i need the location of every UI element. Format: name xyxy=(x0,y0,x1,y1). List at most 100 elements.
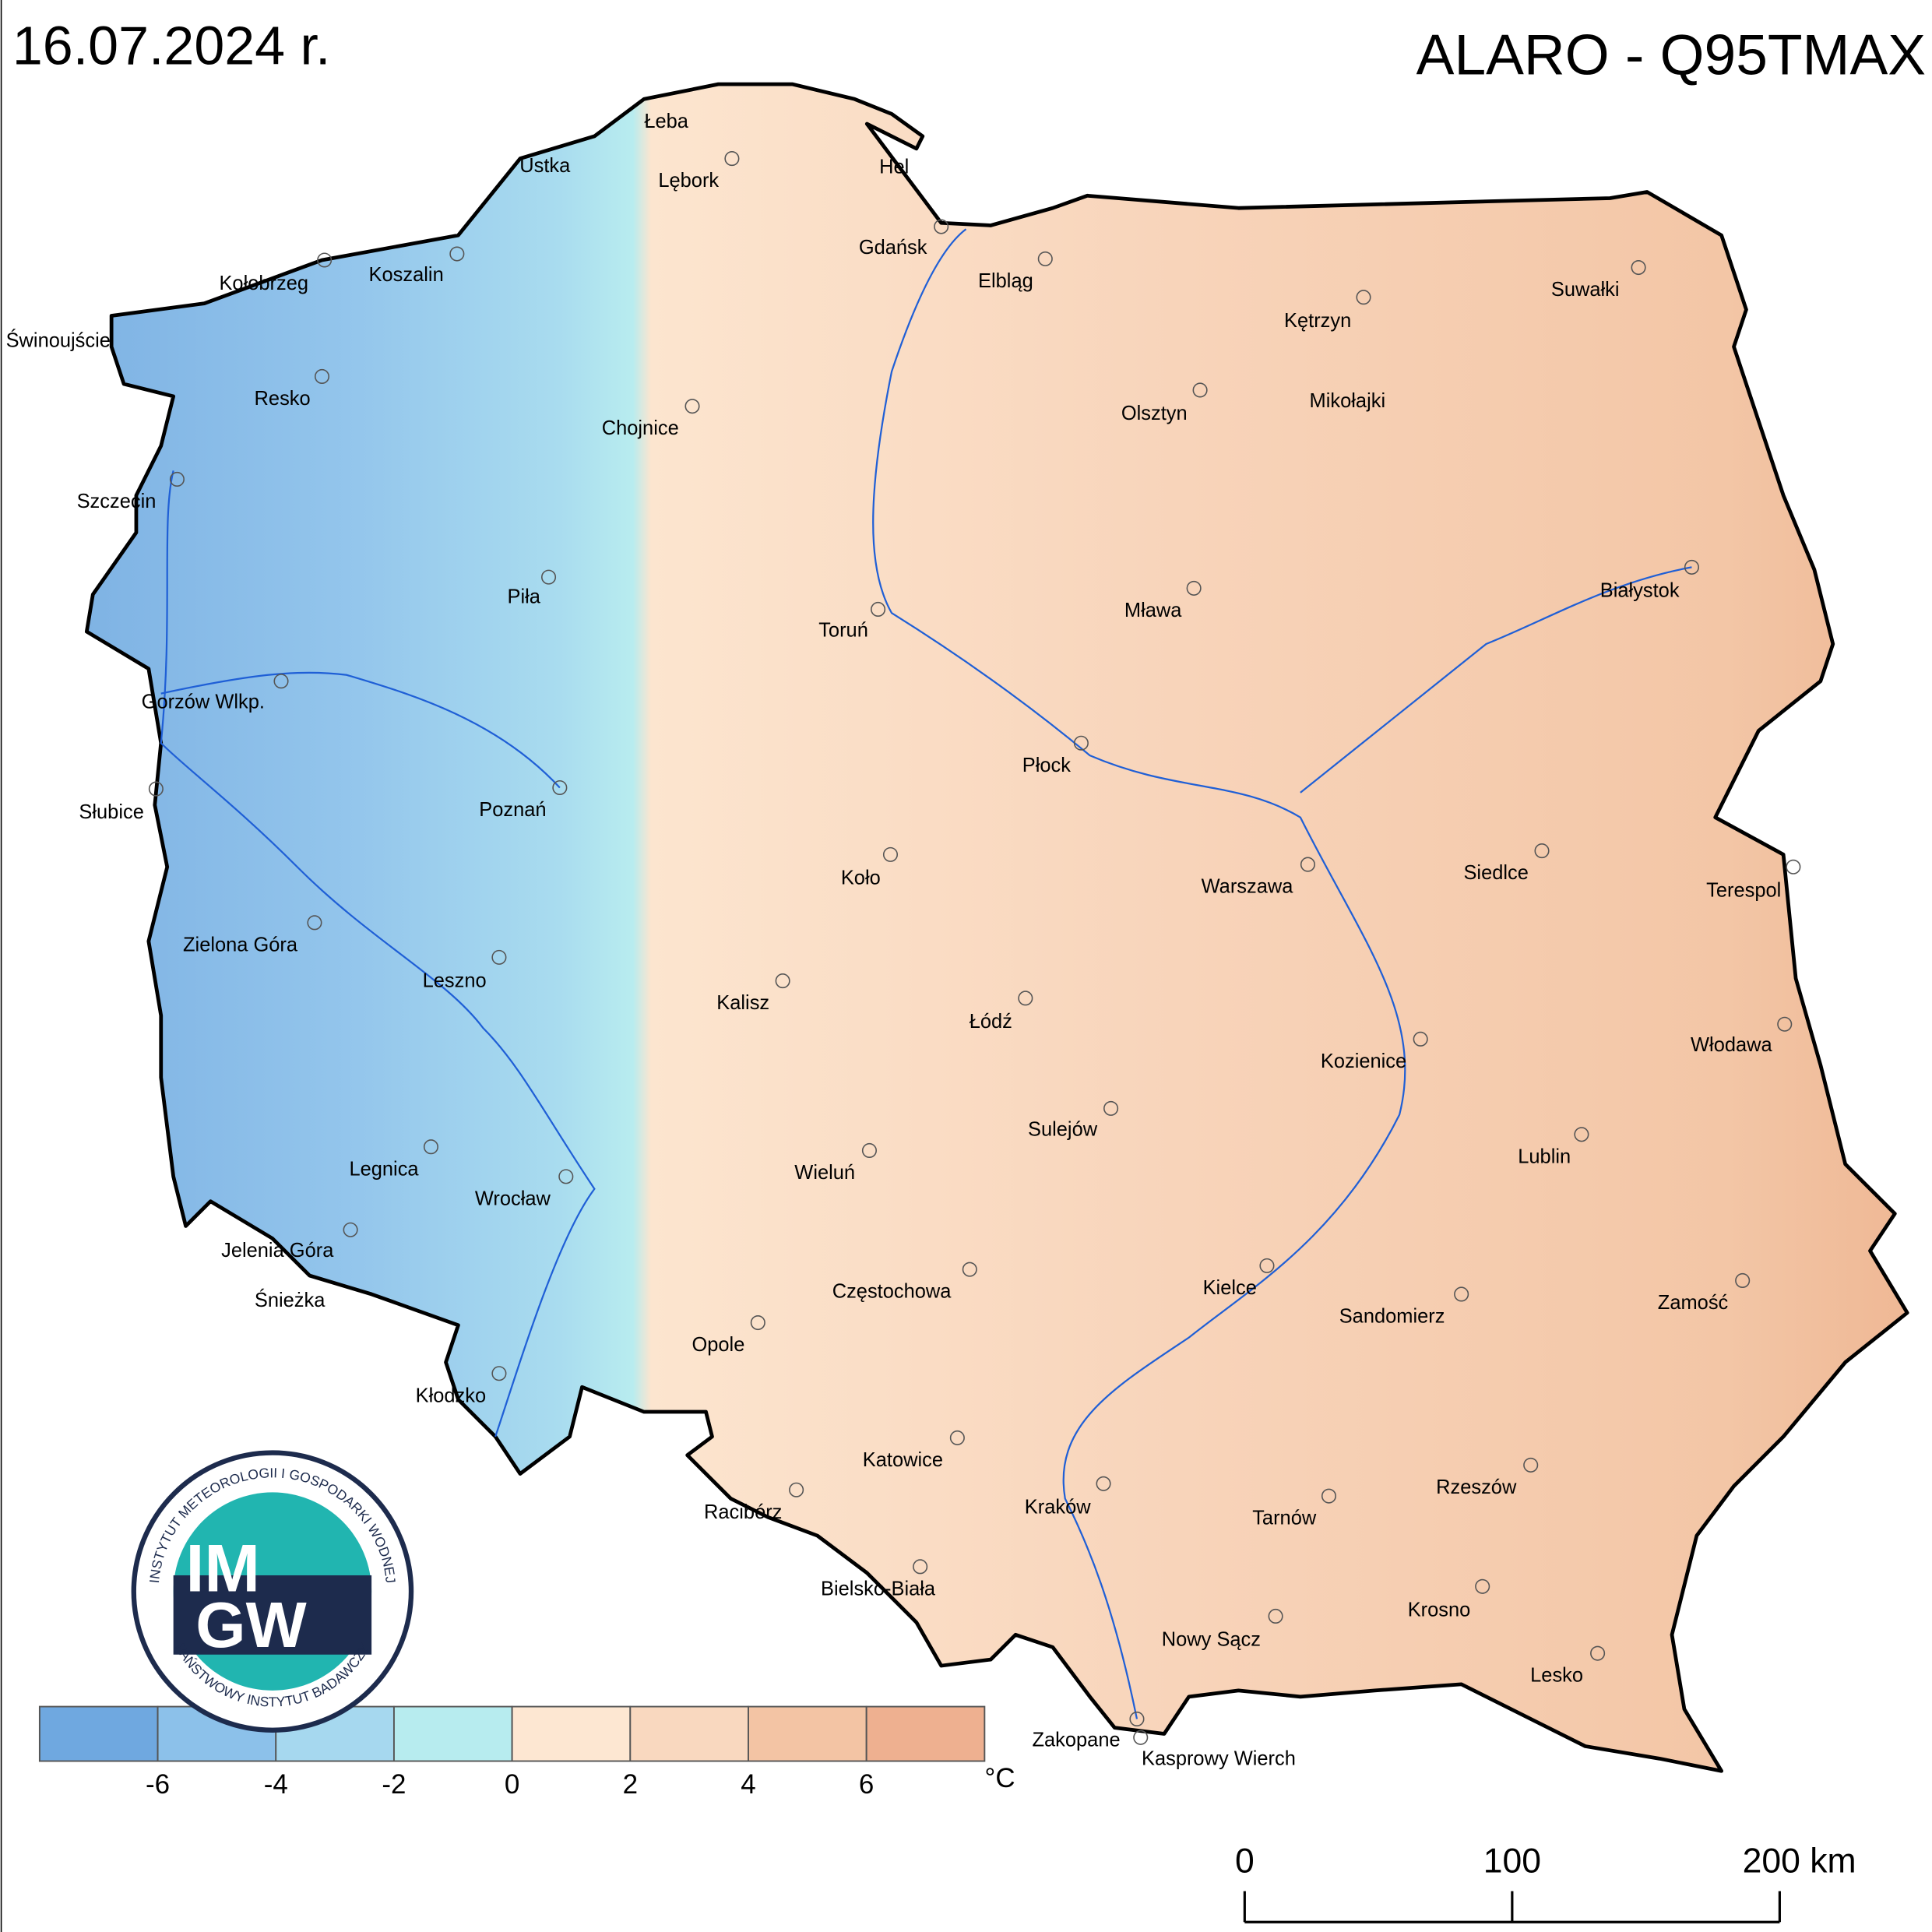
city-label: Bielsko-Biała xyxy=(821,1578,936,1599)
city-marker xyxy=(1413,1031,1428,1047)
city-label: Toruń xyxy=(818,619,868,641)
scale-bar-label: 200 km xyxy=(1743,1842,1856,1881)
scale-bar-label: 100 xyxy=(1483,1842,1541,1881)
city-marker xyxy=(962,1262,977,1277)
map-date: 16.07.2024 r. xyxy=(12,16,331,76)
city-marker xyxy=(775,973,790,989)
logo: IM GW INSTYTUT METEOROLOGII I GOSPODARKI… xyxy=(131,1450,414,1733)
city-marker xyxy=(169,471,185,487)
city-marker xyxy=(148,781,164,797)
city-label: Olsztyn xyxy=(1121,403,1188,424)
city-label: Siedlce xyxy=(1463,862,1528,884)
city-marker xyxy=(1735,1272,1751,1288)
city-label: Mikołajki xyxy=(1310,390,1386,412)
city-marker xyxy=(552,779,568,796)
city-label: Płock xyxy=(1022,755,1071,776)
city-label: Kołobrzeg xyxy=(219,273,308,294)
legend-unit: °C xyxy=(984,1763,1015,1793)
city-marker xyxy=(1777,1016,1793,1032)
city-label: Śnieżka xyxy=(255,1288,326,1311)
city-marker xyxy=(558,1169,574,1184)
city-label: Zielona Góra xyxy=(183,934,298,955)
city-marker xyxy=(1786,859,1801,875)
city-label: Hel xyxy=(879,157,909,178)
city-marker xyxy=(1192,382,1208,398)
legend-tick-label: 6 xyxy=(859,1769,874,1800)
city-label: Kalisz xyxy=(716,992,769,1014)
city-label: Kłodzko xyxy=(416,1385,487,1406)
legend-tick-label: 0 xyxy=(505,1769,519,1800)
city-label: Piła xyxy=(508,586,541,608)
city-marker xyxy=(913,1559,928,1575)
city-label: Kętrzyn xyxy=(1284,310,1351,332)
rivers xyxy=(160,228,1692,1719)
city-marker xyxy=(949,1430,965,1445)
city-label: Ustka xyxy=(519,155,571,177)
city-label: Świnoujście xyxy=(6,328,111,351)
city-label: Kasprowy Wierch xyxy=(1142,1747,1296,1769)
city-label: Zakopane xyxy=(1032,1729,1120,1751)
city-label: Nowy Sącz xyxy=(1162,1629,1261,1651)
city-marker xyxy=(317,252,333,268)
city-marker xyxy=(1300,857,1315,872)
legend-tick-label: 2 xyxy=(623,1769,638,1800)
city-label: Szczecin xyxy=(77,491,157,512)
city-marker xyxy=(1037,251,1053,266)
city-label: Suwałki xyxy=(1551,279,1620,301)
city-marker xyxy=(1574,1127,1589,1142)
city-marker xyxy=(1454,1286,1469,1302)
city-label: Koszalin xyxy=(369,264,444,286)
city-label: Łódź xyxy=(970,1011,1012,1033)
city-marker xyxy=(1534,843,1550,859)
legend-tick-label: -2 xyxy=(382,1769,406,1800)
city-marker xyxy=(789,1482,804,1497)
city-label: Włodawa xyxy=(1691,1034,1772,1056)
city-marker xyxy=(1523,1457,1539,1473)
city-label: Racibórz xyxy=(704,1501,782,1523)
city-label: Kraków xyxy=(1025,1496,1091,1518)
city-marker xyxy=(1259,1258,1275,1273)
city-label: Sulejów xyxy=(1028,1118,1098,1140)
city-marker xyxy=(861,1142,877,1159)
city-label: Terespol xyxy=(1706,879,1781,901)
legend-swatch xyxy=(38,1705,159,1762)
city-marker xyxy=(882,846,899,862)
city-marker xyxy=(1186,580,1202,596)
city-marker xyxy=(1073,735,1089,751)
city-label: Wieluń xyxy=(794,1162,855,1184)
city-marker xyxy=(343,1222,358,1237)
city-label: Rzeszów xyxy=(1436,1476,1517,1498)
city-label: Poznań xyxy=(479,799,546,821)
city-label: Krosno xyxy=(1408,1599,1471,1621)
legend-swatch xyxy=(748,1705,867,1762)
city-marker xyxy=(1268,1608,1283,1624)
city-label: Katowice xyxy=(863,1449,943,1471)
city-label: Gorzów Wlkp. xyxy=(142,692,265,713)
city-label: Sandomierz xyxy=(1339,1306,1445,1328)
city-marker xyxy=(314,368,330,385)
city-marker xyxy=(1018,991,1033,1006)
city-label: Łeba xyxy=(644,111,688,132)
legend-swatch xyxy=(511,1705,632,1762)
legend-swatch xyxy=(629,1705,749,1762)
city-label: Zamość xyxy=(1658,1292,1729,1314)
city-marker xyxy=(724,151,740,167)
city-marker xyxy=(1103,1100,1119,1116)
city-label: Jelenia Góra xyxy=(221,1240,334,1262)
city-label: Chojnice xyxy=(602,417,679,439)
city-marker xyxy=(1590,1645,1606,1661)
city-marker xyxy=(273,674,289,689)
city-label: Mława xyxy=(1124,600,1182,621)
city-marker xyxy=(684,399,700,414)
city-label: Słubice xyxy=(79,801,143,823)
city-marker xyxy=(307,915,322,931)
city-label: Gdańsk xyxy=(859,237,927,259)
city-label: Wrocław xyxy=(475,1188,551,1209)
city-label: Tarnów xyxy=(1252,1508,1317,1529)
legend-tick-label: -6 xyxy=(146,1769,170,1800)
city-marker xyxy=(871,601,886,618)
legend-tick-label: 4 xyxy=(741,1769,755,1800)
city-marker xyxy=(491,1366,507,1381)
city-label: Lublin xyxy=(1518,1145,1571,1167)
